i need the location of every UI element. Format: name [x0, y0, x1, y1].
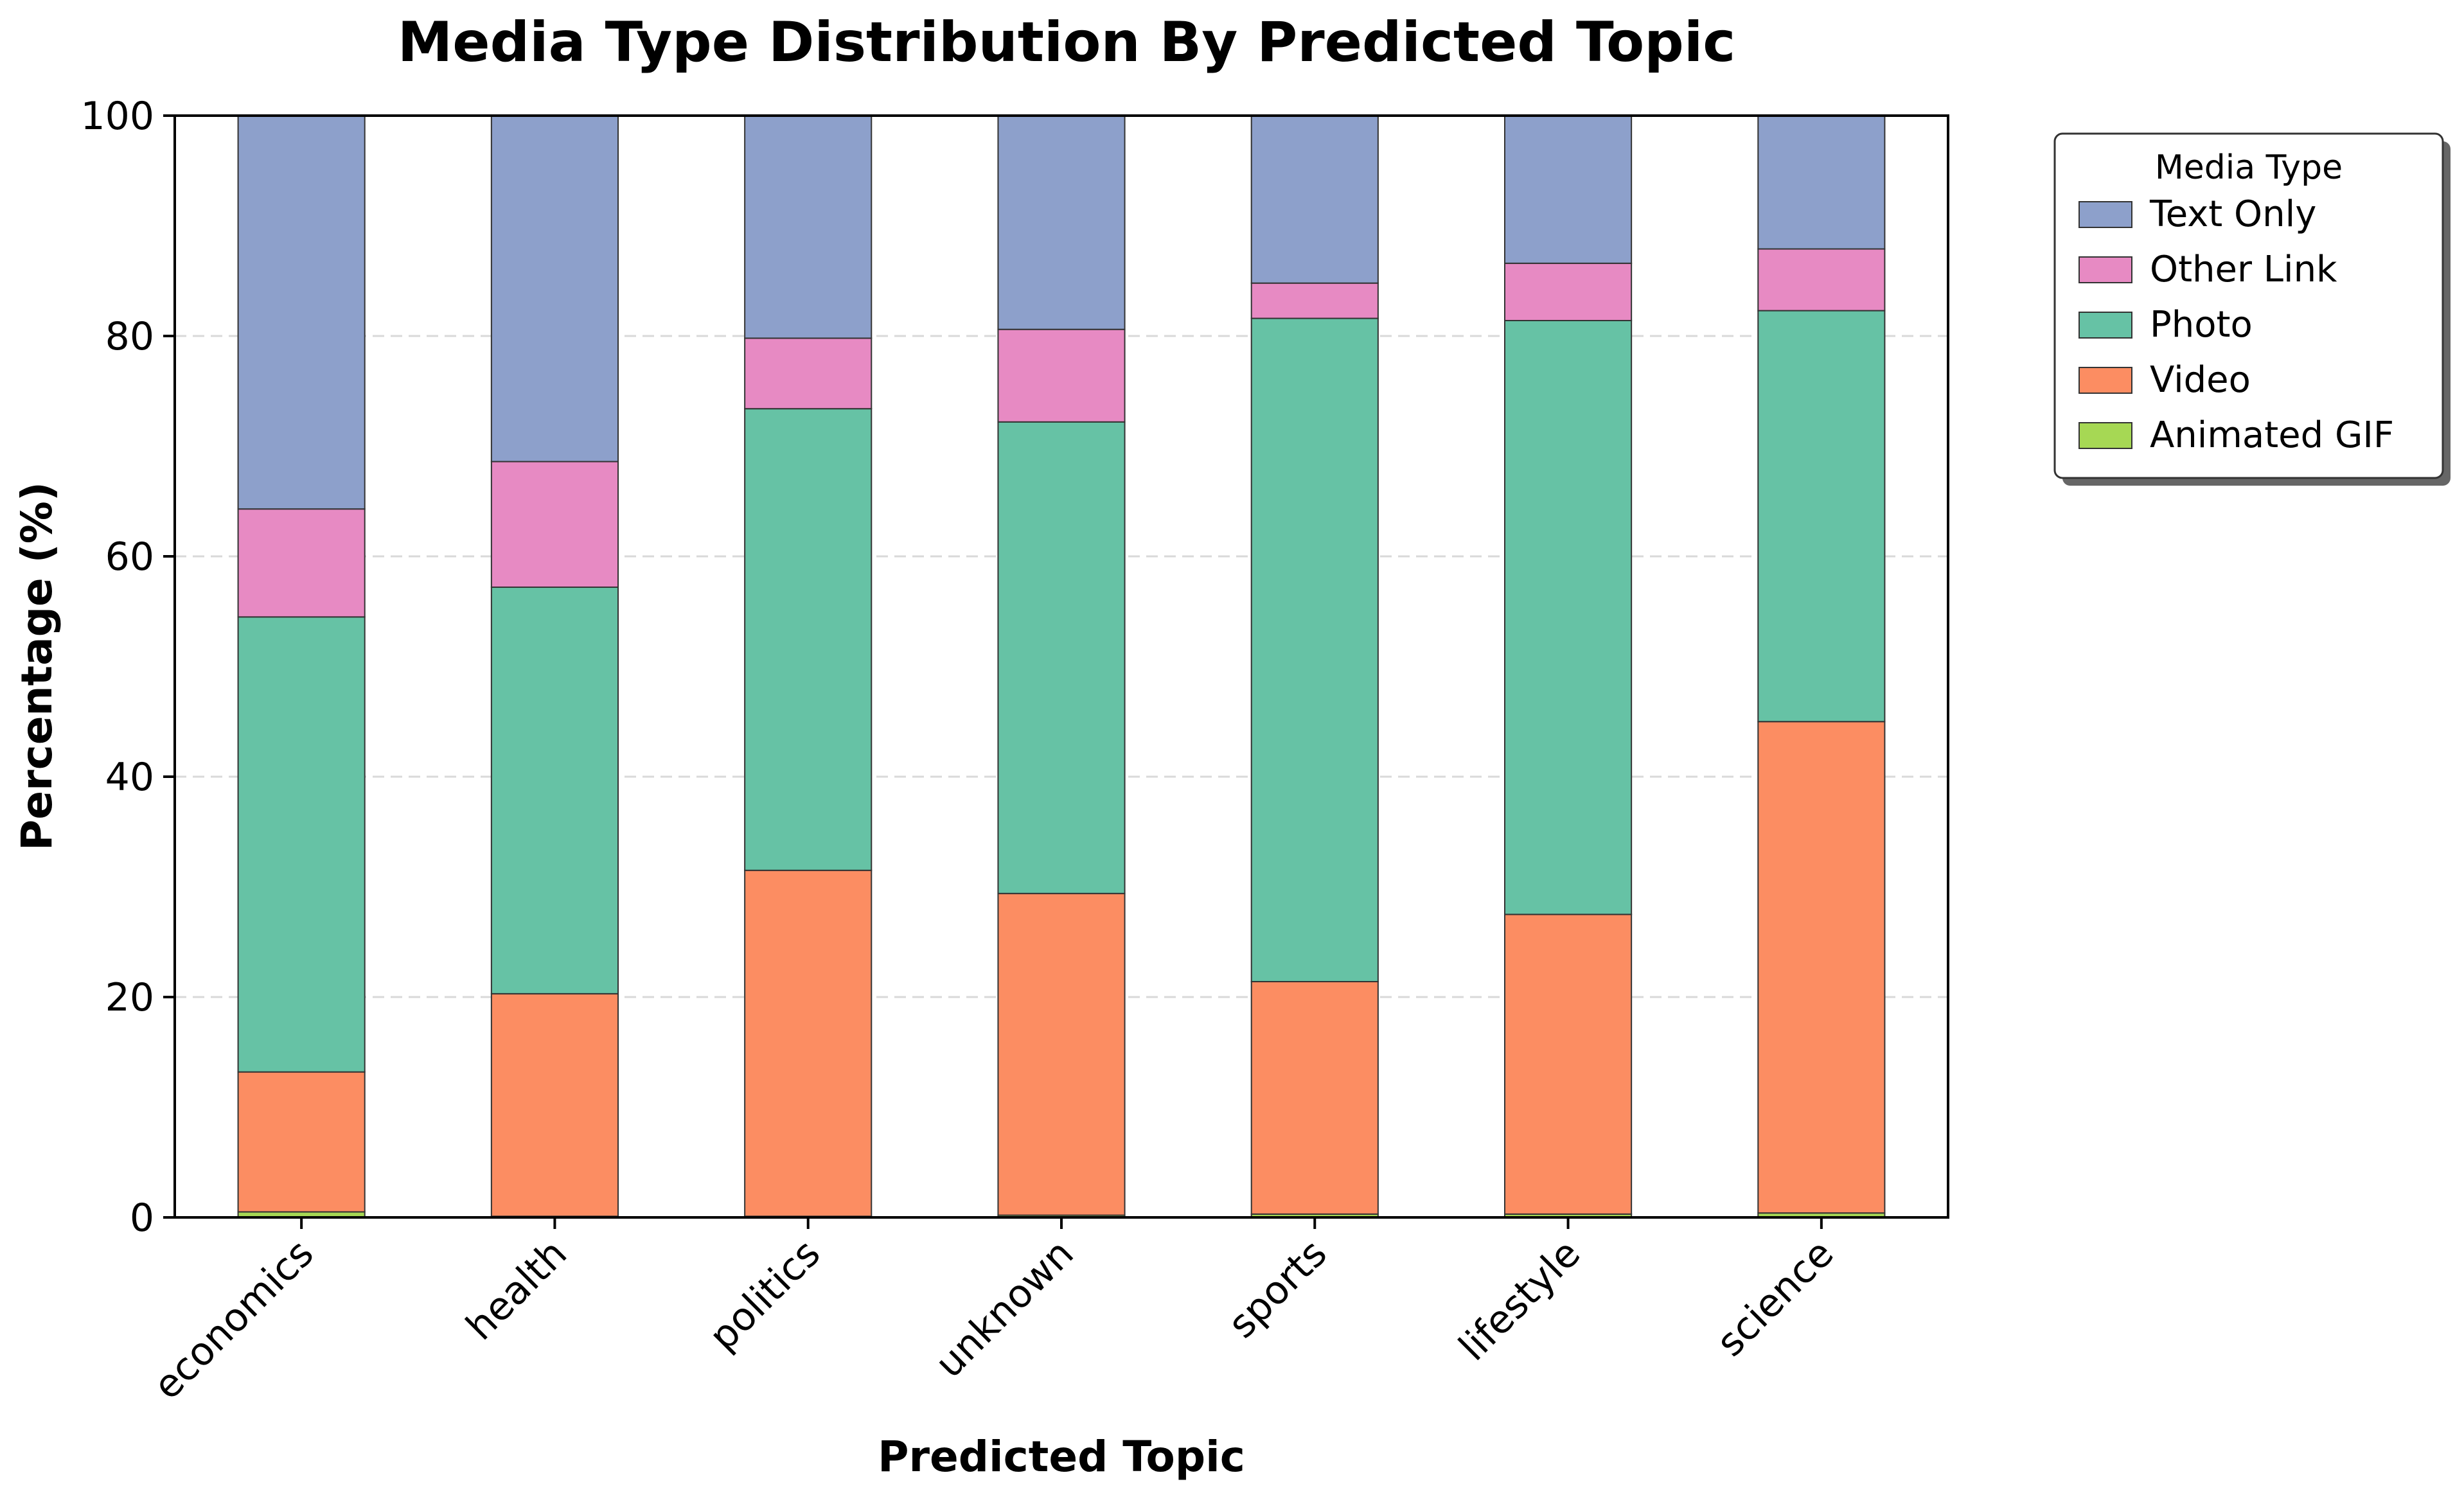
bar-health-other-link [490, 461, 619, 588]
x-axis-label: Predicted Topic [878, 1432, 1245, 1481]
bar-lifestyle-photo [1504, 319, 1633, 915]
legend-entries: Text Only Other Link Photo Video Animated GI… [2078, 193, 2394, 456]
bar-politics-photo [744, 408, 873, 871]
bar-sports-video [1250, 980, 1379, 1215]
legend-swatch-animated-gif [2078, 422, 2132, 449]
y-axis-label: Percentage (%) [12, 482, 62, 851]
chart-title: Media Type Distribution By Predicted Top… [398, 10, 1736, 75]
bar-sports-other-link [1250, 282, 1379, 319]
y-tick-label-0: 0 [130, 1196, 154, 1241]
bar-politics-video [744, 869, 873, 1217]
bar-economics-text-only [237, 115, 366, 510]
legend-swatch-photo [2078, 312, 2132, 339]
legend-swatch-text-only [2078, 201, 2132, 228]
x-tick-label-economics: economics [145, 1231, 322, 1408]
x-axis-ticks: economics health politics unknown sports life… [145, 1217, 1842, 1408]
bar-economics-other-link [237, 508, 366, 618]
x-tick-label-unknown: unknown [926, 1231, 1082, 1386]
bar-health-text-only [490, 115, 619, 463]
legend-label-text-only: Text Only [2149, 193, 2316, 235]
bar-politics-other-link [744, 337, 873, 410]
bar-politics-text-only [744, 115, 873, 339]
bar-economics-video [237, 1071, 366, 1213]
bar-health-video [490, 993, 619, 1217]
bar-unknown-other-link [997, 328, 1126, 423]
legend-label-video: Video [2150, 359, 2251, 401]
bar-science-other-link [1757, 248, 1886, 312]
bar-unknown-video [997, 892, 1126, 1216]
bar-unknown-photo [997, 421, 1126, 894]
bar-science-text-only [1757, 115, 1886, 250]
y-tick-label-3: 60 [105, 535, 154, 579]
bar-lifestyle-text-only [1504, 115, 1633, 264]
bar-economics-photo [237, 616, 366, 1073]
legend-title: Media Type [2155, 148, 2343, 187]
legend-label-other-link: Other Link [2150, 249, 2337, 290]
legend-swatch-other-link [2078, 256, 2132, 283]
x-tick-label-lifestyle: lifestyle [1450, 1231, 1589, 1370]
bar-lifestyle-video [1504, 914, 1633, 1215]
y-axis-ticks: 0 20 40 60 80 100 [80, 94, 175, 1241]
bar-lifestyle-other-link [1504, 262, 1633, 321]
bar-unknown-text-only [997, 115, 1126, 330]
y-tick-label-4: 80 [105, 314, 154, 359]
bar-health-photo [490, 587, 619, 994]
bar-science-video [1757, 721, 1886, 1214]
legend-label-animated-gif: Animated GIF [2150, 414, 2394, 456]
legend-label-photo: Photo [2150, 304, 2253, 346]
legend-swatch-video [2078, 367, 2132, 394]
bar-sports-photo [1250, 317, 1379, 982]
x-tick-label-sports: sports [1219, 1231, 1336, 1347]
y-tick-label-5: 100 [80, 94, 154, 139]
legend: Media Type Text Only Other Link Photo Video… [2053, 132, 2451, 486]
bar-science-photo [1757, 310, 1886, 723]
bars [237, 115, 1886, 1219]
bar-sports-text-only [1250, 115, 1379, 284]
x-tick-label-science: science [1708, 1231, 1842, 1365]
y-tick-label-1: 20 [105, 975, 154, 1020]
y-tick-label-2: 40 [105, 755, 154, 800]
legend-box [2053, 132, 2444, 479]
x-tick-label-politics: politics [701, 1231, 829, 1359]
x-tick-label-health: health [457, 1231, 576, 1349]
